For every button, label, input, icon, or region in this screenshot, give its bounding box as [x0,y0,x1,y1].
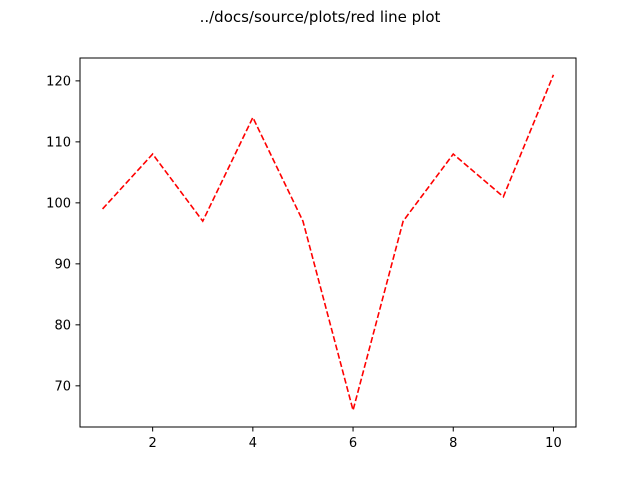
x-tick-label: 6 [349,436,357,451]
plot-area: 2 4 6 8 10 70 80 90 100 110 120 [46,57,577,451]
y-tick-label: 120 [46,74,71,89]
x-tick-label: 8 [449,436,457,451]
x-tick-label: 2 [149,436,157,451]
axes-frame [79,57,577,428]
y-tick-label: 100 [46,196,71,211]
y-tick-label: 90 [54,257,71,272]
y-tick-label: 70 [54,379,71,394]
chart-title: ../docs/source/plots/red line plot [200,8,441,26]
x-tick-label: 4 [249,436,257,451]
y-tick-label: 80 [54,318,71,333]
y-tick-label: 110 [46,135,71,150]
x-tick-label: 10 [545,436,562,451]
series-line-0 [101,74,555,414]
